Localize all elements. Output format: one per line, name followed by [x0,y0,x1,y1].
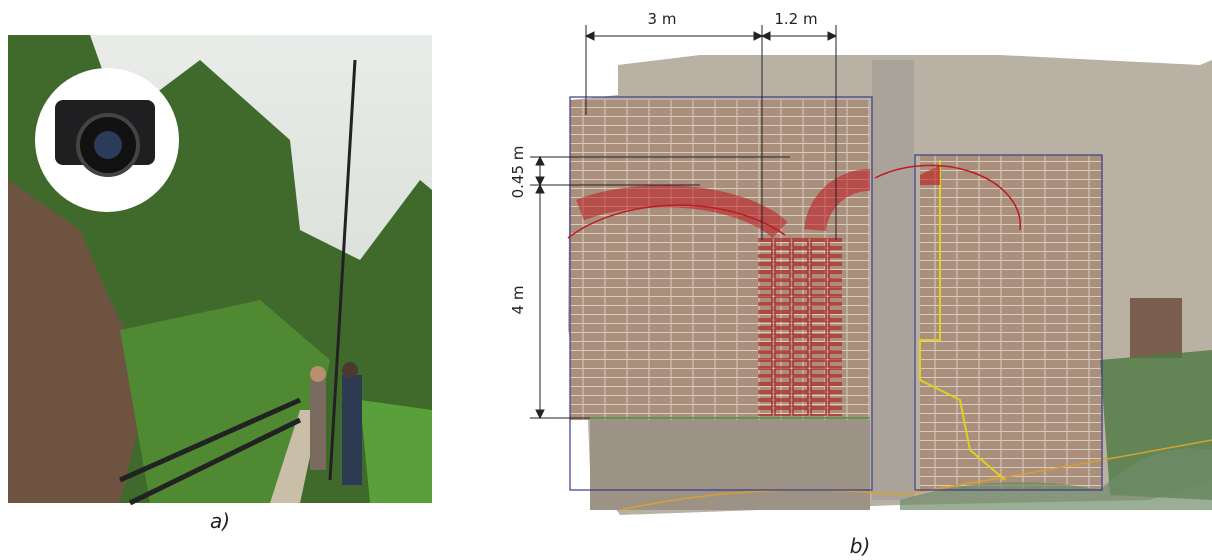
dimension-label: 4 m [509,286,527,315]
photo-a [8,35,432,503]
caption-a: a) [210,509,230,533]
page: a) 3 m 1.2 m 0.45 m 4 m b) (() => { co [0,0,1212,560]
dimension-label: 0.45 m [509,146,527,199]
caption-b: b) [850,534,871,558]
figure: a) 3 m 1.2 m 0.45 m 4 m b) [0,0,1212,560]
photo-b [568,55,1212,515]
dimension-label: 1.2 m [774,10,817,28]
dimension-label: 3 m [648,10,677,28]
